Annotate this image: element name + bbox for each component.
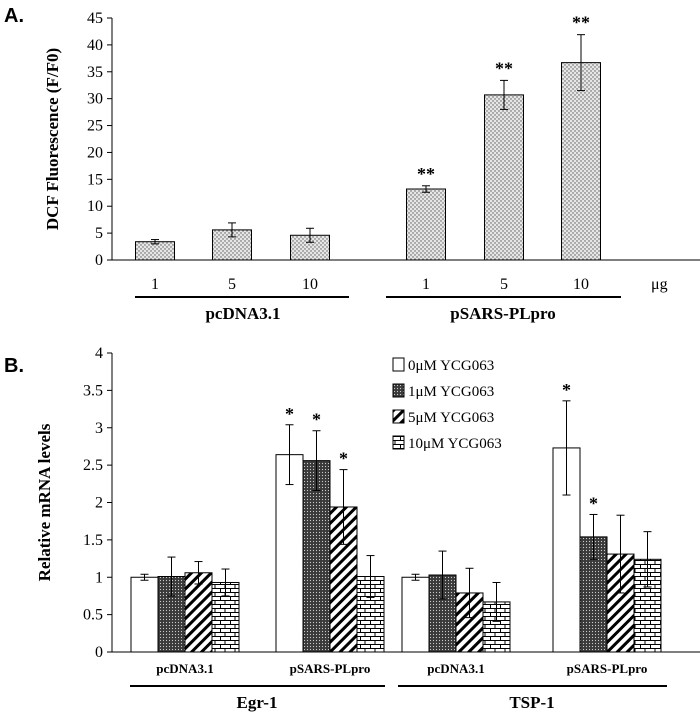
b-significance-mark: * <box>339 449 348 469</box>
b-legend: 0μM YCG063 1μM YCG063 5μM YCG063 10μM YCG06… <box>392 357 502 452</box>
a-y-tick-label: 40 <box>87 37 103 54</box>
b-bar <box>401 576 430 653</box>
a-bar <box>561 62 601 261</box>
b-legend-swatch <box>392 435 405 450</box>
a-y-tick-label: 10 <box>87 198 103 215</box>
b-significance-mark: * <box>312 410 321 430</box>
a-bar <box>135 241 175 261</box>
b-legend-swatch <box>392 409 405 424</box>
b-y-tick-label: 0 <box>95 644 103 661</box>
b-significance-mark: * <box>589 493 598 513</box>
b-x-tick-label: pSARS-PLpro <box>290 661 371 676</box>
b-y-tick-label: 1 <box>95 569 103 586</box>
a-x-tick-label: 10 <box>302 276 318 293</box>
a-y-tick-label: 5 <box>95 225 103 242</box>
a-bar <box>484 94 524 261</box>
a-y-tick-label: 20 <box>87 144 103 161</box>
a-significance-mark: ** <box>572 13 590 33</box>
a-x-tick-label: 10 <box>573 276 589 293</box>
a-significance-mark: ** <box>495 58 513 78</box>
b-significance-mark: * <box>285 404 294 424</box>
b-x-tick-label: pcDNA3.1 <box>156 661 213 676</box>
b-bar <box>184 572 213 653</box>
a-y-tick-label: 0 <box>95 252 103 269</box>
a-bar <box>406 188 446 261</box>
b-legend-label: 5μM YCG063 <box>408 410 494 426</box>
b-y-tick-label: 2.5 <box>83 457 103 474</box>
a-y-tick-label: 25 <box>87 118 103 135</box>
b-y-tick-label: 3 <box>95 420 103 437</box>
a-x-tick-label: 1 <box>151 276 159 293</box>
b-significance-mark: * <box>562 380 571 400</box>
b-x-tick-label: pcDNA3.1 <box>427 661 484 676</box>
a-significance-mark: ** <box>417 164 435 184</box>
b-group-label: TSP-1 <box>509 693 554 712</box>
a-y-tick-label: 45 <box>87 10 103 27</box>
panel-b-chart: 0 0.5 1 1.5 2 2.5 3 3.5 4 Relative mRNA levels * * *… <box>35 345 700 712</box>
b-y-tick-label: 1.5 <box>83 532 103 549</box>
a-y-tick-label: 30 <box>87 91 103 108</box>
b-group-label: Egr-1 <box>237 693 278 712</box>
b-y-axis-title: Relative mRNA levels <box>35 423 54 581</box>
b-legend-swatch <box>392 357 405 372</box>
b-bar <box>130 576 159 653</box>
b-y-tick-label: 3.5 <box>83 382 103 399</box>
panel-a-letter: A. <box>4 5 24 27</box>
b-legend-swatch <box>392 383 405 398</box>
panel-b-letter: B. <box>4 355 24 377</box>
a-y-axis-title: DCF Fluorescence (F/F0) <box>43 48 62 230</box>
a-y-tick-label: 15 <box>87 171 103 188</box>
b-y-tick-label: 0.5 <box>83 607 103 624</box>
a-x-tick-label: 1 <box>422 276 430 293</box>
a-group-label: pSARS-PLpro <box>450 304 556 323</box>
b-y-tick-label: 2 <box>95 495 103 512</box>
b-x-tick-label: pSARS-PLpro <box>567 661 648 676</box>
a-group-label: pcDNA3.1 <box>205 304 280 323</box>
b-legend-label: 1μM YCG063 <box>408 384 494 400</box>
a-x-tick-label: 5 <box>228 276 236 293</box>
a-unit-label: μg <box>651 276 668 293</box>
b-legend-label: 0μM YCG063 <box>408 358 494 374</box>
b-legend-label: 10μM YCG063 <box>408 436 502 452</box>
b-y-tick-label: 4 <box>95 345 103 362</box>
a-y-tick-label: 35 <box>87 64 103 81</box>
a-x-tick-label: 5 <box>500 276 508 293</box>
